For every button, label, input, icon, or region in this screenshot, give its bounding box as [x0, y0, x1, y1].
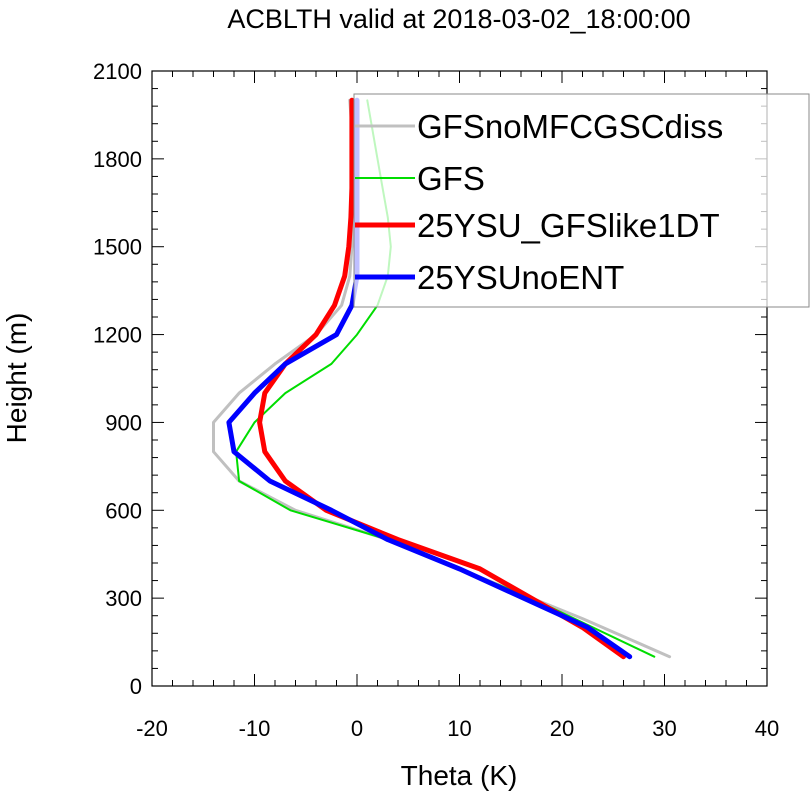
legend-box: [353, 93, 810, 308]
x-tick-label: -20: [136, 716, 168, 741]
y-tick-label: 600: [105, 498, 142, 523]
y-tick-label: 300: [105, 586, 142, 611]
legend: GFSnoMFCGSCdiss GFS 25YSU_GFSlike1DT 25YSUn…: [353, 93, 810, 308]
y-tick-label: 2100: [93, 59, 142, 84]
x-tick-label: 10: [447, 716, 471, 741]
tick-labels: -20 -10 0 10 20 30 40 0 300 600 900 1200 1500 1800 210…: [93, 59, 779, 741]
y-tick-label: 1800: [93, 147, 142, 172]
y-axis-title: Height (m): [1, 313, 32, 444]
y-tick-label: 1500: [93, 235, 142, 260]
y-tick-label: 900: [105, 410, 142, 435]
legend-label: 25YSUnoENT: [417, 259, 624, 296]
x-axis-title: Theta (K): [401, 760, 518, 791]
x-tick-label: -10: [239, 716, 271, 741]
y-tick-label: 1200: [93, 323, 142, 348]
legend-label: GFSnoMFCGSCdiss: [417, 108, 723, 145]
x-tick-label: 30: [652, 716, 676, 741]
y-tick-label: 0: [130, 674, 142, 699]
chart-title: ACBLTH valid at 2018-03-02_18:00:00: [227, 4, 690, 34]
x-tick-label: 0: [351, 716, 363, 741]
x-tick-label: 40: [755, 716, 779, 741]
legend-label: GFS: [417, 160, 485, 197]
x-tick-label: 20: [550, 716, 574, 741]
legend-label: 25YSU_GFSlike1DT: [417, 207, 720, 244]
